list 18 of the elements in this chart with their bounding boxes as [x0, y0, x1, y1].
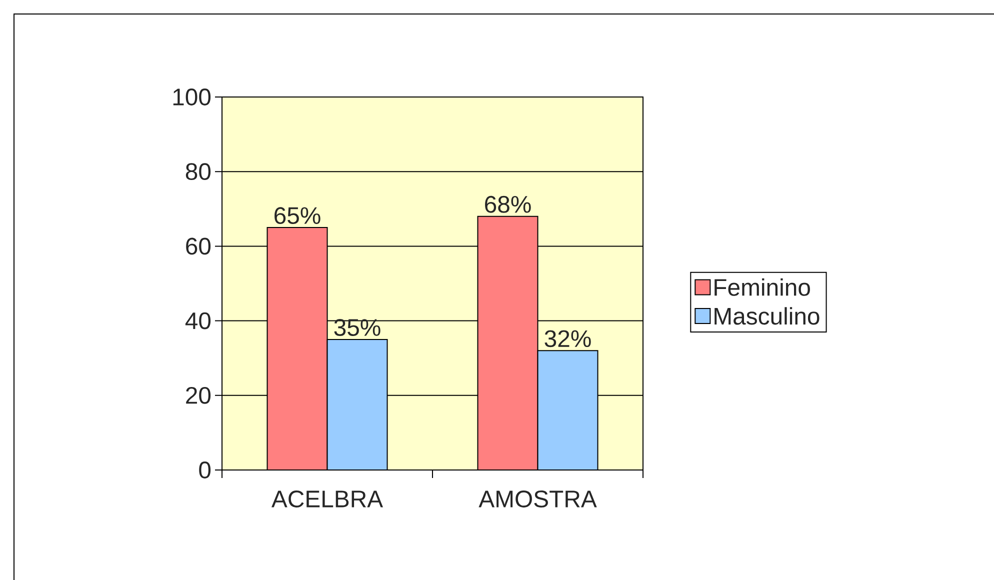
legend-label: Masculino: [714, 307, 820, 325]
data-label: 35%: [334, 319, 380, 336]
data-label: 68%: [485, 196, 531, 213]
y-tick-label: 0: [199, 462, 211, 478]
data-label: 65%: [274, 207, 320, 224]
y-tick-label: 40: [185, 312, 211, 330]
bar: [477, 216, 538, 470]
y-tick-label: 60: [186, 238, 211, 255]
data-label: 32%: [544, 330, 591, 348]
y-tick-label: 100: [173, 88, 211, 106]
x-tick-label: ACELBRA: [271, 490, 384, 508]
y-tick-label: 80: [186, 163, 211, 180]
legend-label: Feminino: [714, 278, 810, 296]
bar: [537, 350, 598, 470]
bar: [326, 338, 388, 470]
y-tick-label: 20: [186, 386, 211, 404]
bar: [266, 227, 328, 470]
x-tick-label: AMOSTRA: [478, 490, 597, 508]
